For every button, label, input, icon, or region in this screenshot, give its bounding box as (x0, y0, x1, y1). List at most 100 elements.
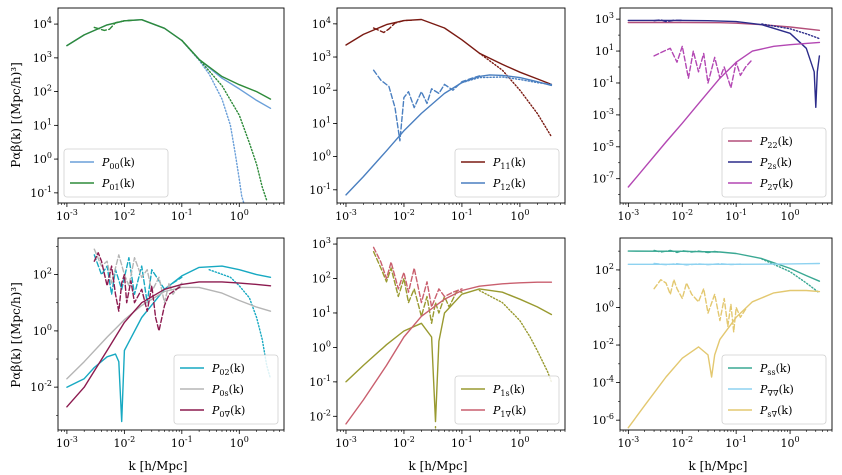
series-line (478, 289, 553, 383)
series-line (761, 23, 821, 40)
panel-11_12: 10-3 10-2 10-1 100 10-1 100 101 102 103 104 P11(k)… (309, 7, 566, 223)
y-tick-label: 10-2 (309, 408, 331, 423)
y-tick-label: 102 (33, 267, 52, 282)
series-line (653, 279, 747, 333)
series-line (761, 258, 821, 294)
legend-box (454, 375, 560, 425)
y-tick-label: 10-2 (30, 379, 52, 394)
series-line (372, 69, 481, 142)
series-line (627, 21, 821, 31)
x-tick-label: 10-3 (335, 208, 357, 223)
x-tick-label: 10-2 (671, 208, 693, 223)
y-tick-label: 104 (312, 16, 331, 31)
y-tick-label: 10-2 (592, 337, 614, 352)
series-group (66, 19, 272, 203)
legend-label: P1∇(k) (492, 404, 526, 419)
series-line (93, 19, 134, 32)
series-line (627, 250, 821, 282)
x-axis-label-middle: k [h/Mpc] (409, 459, 468, 473)
y-tick-label: 10-4 (592, 375, 614, 390)
legend-box (721, 127, 827, 198)
x-axis-label-right: k [h/Mpc] (689, 459, 748, 473)
legend-label: P0s(k) (211, 383, 244, 398)
series-line (66, 265, 272, 423)
y-axis-label-top: Pαβ(k) [(Mpc/h)³] (9, 62, 23, 168)
x-tick-label: 10-2 (393, 435, 415, 450)
series-line (345, 281, 553, 425)
series-line (66, 19, 272, 100)
series-line (93, 251, 183, 332)
legend-box (721, 354, 827, 425)
series-line (627, 19, 821, 109)
series-line (653, 45, 754, 89)
x-tick-label: 100 (781, 208, 800, 223)
legend-label: P0∇(k) (211, 404, 245, 419)
legend-label: Pss(k) (759, 362, 791, 377)
legend-box (63, 148, 169, 198)
series-line (461, 76, 553, 86)
y-tick-label: 104 (33, 16, 52, 31)
series-line (345, 288, 553, 423)
series-line (372, 19, 414, 34)
x-tick-label: 10-3 (56, 208, 78, 223)
x-tick-label: 100 (510, 435, 529, 450)
plot-frame (336, 7, 566, 204)
y-tick-label: 10-6 (592, 412, 614, 427)
y-tick-label: 10-1 (592, 75, 614, 90)
legend-label: P22(k) (759, 135, 793, 150)
series-line (181, 39, 245, 203)
series-group (345, 18, 553, 196)
series-line (66, 286, 272, 380)
y-tick-label: 101 (312, 305, 331, 320)
panel-ss_nn_snabla: 10-3 10-2 10-1 10010-610-410-2100102Pss(k)P… (592, 237, 833, 450)
series-line (66, 281, 272, 408)
legend-label: P12(k) (492, 177, 526, 192)
y-tick-label: 10-1 (309, 182, 331, 197)
x-tick-label: 10-1 (725, 435, 747, 450)
plot-frame (57, 7, 285, 204)
series-group (66, 248, 272, 423)
plot-frame (336, 237, 566, 431)
x-tick-label: 100 (230, 435, 249, 450)
legend-box (173, 354, 279, 425)
y-axis-label-bottom: Pαβ(k) [(Mpc/h)³] (9, 282, 23, 388)
legend-label: P2∇(k) (759, 177, 793, 192)
legend-label: P11(k) (492, 156, 526, 171)
series-line (181, 39, 268, 202)
y-tick-label: 102 (33, 84, 52, 99)
series-group (627, 19, 821, 188)
y-tick-label: 100 (33, 323, 52, 338)
panel-00_01: 10-3 10-2 10-1 100 10-1 100 101 102 103 104 P00(k)… (30, 7, 285, 223)
x-tick-label: 10-1 (451, 208, 473, 223)
legend: Pss(k) P∇∇(k) Ps∇(k) (721, 354, 827, 425)
series-line (345, 18, 553, 86)
y-tick-label: 102 (595, 262, 614, 277)
legend-box (454, 148, 560, 198)
y-tick-label: 101 (595, 43, 614, 58)
y-tick-label: 10-3 (592, 107, 614, 122)
y-tick-label: 101 (312, 115, 331, 130)
series-line (653, 19, 683, 23)
x-tick-label: 10-3 (617, 208, 639, 223)
y-tick-label: 101 (33, 117, 52, 132)
y-tick-label: 10-5 (592, 139, 614, 154)
series-group (627, 249, 821, 429)
panel-22_2s_2nabla: 10-3 10-2 10-1 100 10-7 10-5 10-3 10-1 101 103 P22… (592, 7, 833, 223)
legend-label: Ps∇(k) (759, 404, 792, 419)
series-line (93, 254, 183, 304)
legend: P11(k) P12(k) (454, 148, 560, 198)
x-tick-label: 10-3 (335, 435, 357, 450)
plot-frame (57, 237, 285, 431)
y-tick-label: 10-1 (30, 185, 52, 200)
series-line (653, 249, 721, 254)
legend: P02(k) P0s(k) P0∇(k) (173, 354, 279, 425)
series-line (627, 41, 821, 188)
y-tick-label: 100 (312, 339, 331, 354)
y-tick-label: 103 (33, 50, 52, 65)
series-group (345, 246, 553, 430)
x-tick-label: 100 (230, 208, 249, 223)
x-tick-label: 10-2 (671, 435, 693, 450)
y-tick-label: 10-7 (592, 171, 614, 186)
series-line (653, 262, 742, 266)
